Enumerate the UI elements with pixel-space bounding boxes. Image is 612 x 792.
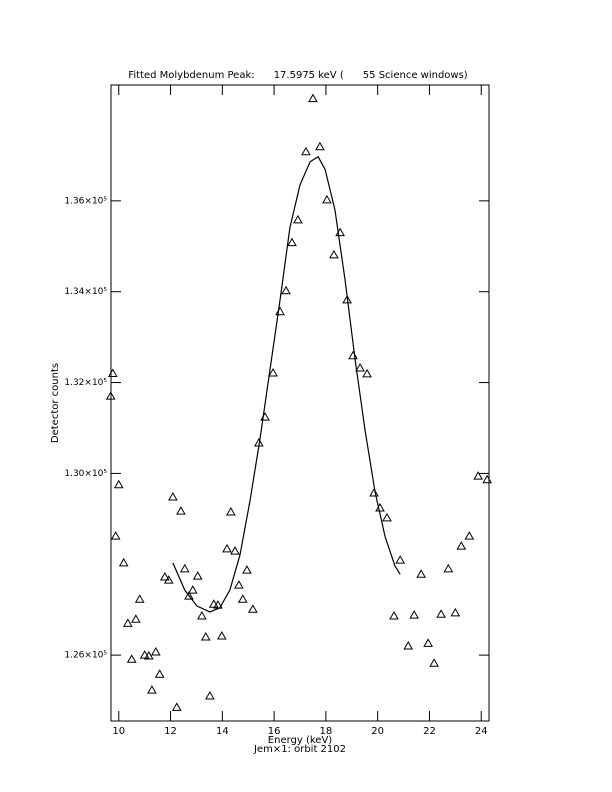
data-point <box>105 391 116 400</box>
data-point <box>176 506 186 515</box>
data-point <box>248 604 258 613</box>
data-point <box>482 474 493 484</box>
data-point <box>205 691 215 700</box>
data-point <box>342 294 352 304</box>
y-axis-label: Detector counts <box>50 363 61 443</box>
data-point <box>416 569 427 578</box>
data-point <box>110 531 121 540</box>
y-tick-label: 1.32×10⁵ <box>64 378 107 388</box>
x-tick-label: 16 <box>268 726 281 737</box>
data-point <box>389 611 399 620</box>
data-point <box>382 512 392 522</box>
note: Jem×1: orbit 2102 <box>253 744 346 755</box>
x-tick-label: 12 <box>164 726 177 737</box>
data-point <box>322 194 332 204</box>
x-tick-label: 14 <box>216 726 229 737</box>
data-point <box>150 646 161 656</box>
data-point <box>130 614 141 623</box>
data-point <box>301 146 311 156</box>
x-tick-label: 10 <box>112 726 125 737</box>
data-point <box>187 585 198 594</box>
data-point <box>226 507 236 516</box>
data-point <box>134 594 145 603</box>
data-point <box>154 669 165 678</box>
data-point <box>275 306 285 316</box>
data-point <box>429 658 439 667</box>
data-point <box>315 141 325 151</box>
data-point <box>222 543 232 553</box>
data-point <box>329 249 339 259</box>
data-point <box>473 471 483 480</box>
data-point <box>179 563 190 573</box>
data-point <box>139 650 150 659</box>
data-point <box>403 641 414 650</box>
data-point <box>395 555 406 564</box>
data-point <box>369 487 379 497</box>
y-tick-label: 1.26×10⁵ <box>64 651 107 661</box>
data-point <box>348 350 358 360</box>
data-point <box>281 285 291 295</box>
data-point <box>362 368 372 378</box>
data-point <box>443 563 454 573</box>
data-point <box>436 609 446 618</box>
data-point <box>171 702 182 711</box>
data-point <box>159 571 170 581</box>
data-point <box>118 557 129 567</box>
y-tick-label: 1.30×10⁵ <box>64 469 107 479</box>
data-point <box>423 638 434 647</box>
data-point <box>200 631 211 641</box>
data-point <box>287 237 297 247</box>
data-point <box>147 685 157 694</box>
y-tick-label: 1.34×10⁵ <box>64 287 107 297</box>
data-point <box>260 412 270 421</box>
data-point <box>375 502 385 512</box>
data-point <box>197 611 207 620</box>
data-point <box>168 492 178 501</box>
x-tick-label: 24 <box>475 726 488 737</box>
data-point <box>293 214 303 224</box>
data-point <box>450 607 461 617</box>
fit-line <box>172 155 401 613</box>
data-point <box>230 546 240 555</box>
data-point <box>308 93 318 103</box>
data-point <box>208 599 219 608</box>
plot-frame <box>110 84 490 722</box>
x-tick-label: 22 <box>423 726 436 737</box>
data-point <box>234 580 244 589</box>
y-tick-label: 1.36×10⁵ <box>64 196 107 206</box>
chart-title: Fitted Molybdenum Peak: 17.5975 keV ( 55… <box>128 70 468 81</box>
data-point <box>409 610 420 619</box>
data-point <box>355 363 365 372</box>
data-point <box>268 368 278 377</box>
data-point <box>242 565 252 574</box>
x-tick-label: 18 <box>320 726 333 737</box>
data-point <box>126 654 137 663</box>
data-point <box>143 651 154 660</box>
data-point <box>122 618 133 627</box>
x-axis-label: Energy (keV) <box>268 735 333 746</box>
x-tick-label: 20 <box>371 726 384 737</box>
data-point <box>184 591 194 600</box>
data-point <box>113 479 124 489</box>
data-point <box>163 575 174 584</box>
data-point <box>464 531 475 540</box>
data-point <box>192 571 203 580</box>
data-point <box>107 368 118 377</box>
data-point <box>237 594 248 603</box>
data-point <box>216 631 227 640</box>
data-point <box>456 541 467 550</box>
